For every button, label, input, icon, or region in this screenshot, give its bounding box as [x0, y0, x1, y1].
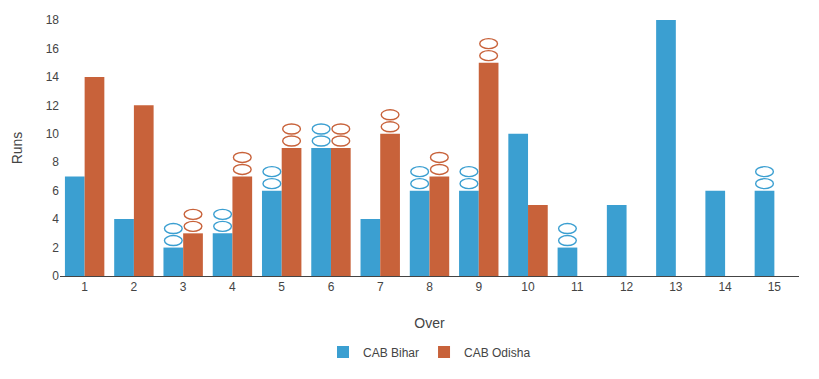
svg-text:8: 8 [52, 155, 59, 169]
svg-text:12: 12 [620, 280, 634, 294]
svg-text:3: 3 [180, 280, 187, 294]
svg-text:6: 6 [52, 184, 59, 198]
svg-text:15: 15 [768, 280, 782, 294]
svg-text:0: 0 [52, 269, 59, 283]
svg-text:11: 11 [571, 280, 584, 294]
svg-text:2: 2 [52, 241, 59, 255]
svg-text:Runs: Runs [9, 132, 25, 165]
svg-text:14: 14 [718, 280, 732, 294]
svg-text:13: 13 [669, 280, 683, 294]
svg-text:1: 1 [81, 280, 88, 294]
svg-text:4: 4 [229, 280, 236, 294]
svg-text:10: 10 [46, 127, 60, 141]
svg-text:4: 4 [52, 212, 59, 226]
svg-text:CAB Bihar: CAB Bihar [363, 346, 419, 360]
svg-text:7: 7 [377, 280, 384, 294]
svg-text:16: 16 [46, 42, 60, 56]
svg-text:14: 14 [46, 70, 60, 84]
svg-text:2: 2 [131, 280, 138, 294]
svg-text:CAB Odisha: CAB Odisha [464, 346, 530, 360]
svg-text:8: 8 [426, 280, 433, 294]
svg-text:12: 12 [46, 99, 60, 113]
svg-text:Over: Over [414, 315, 445, 331]
svg-text:5: 5 [278, 280, 285, 294]
svg-text:18: 18 [46, 13, 60, 27]
svg-text:9: 9 [475, 280, 482, 294]
svg-text:10: 10 [521, 280, 535, 294]
svg-text:6: 6 [328, 280, 335, 294]
